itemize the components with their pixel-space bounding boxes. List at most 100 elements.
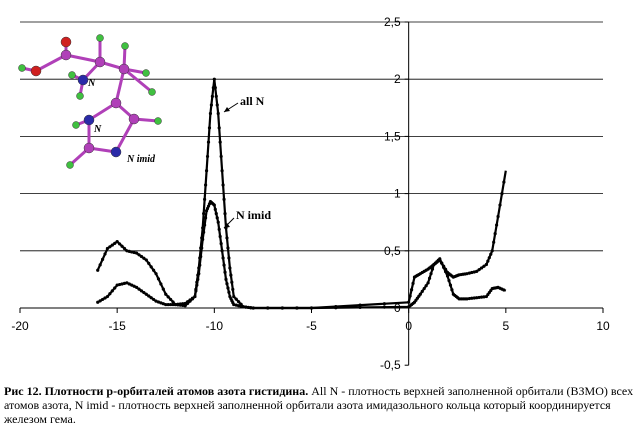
data-point [135,251,139,255]
data-point [122,281,127,286]
data-point [334,306,338,310]
atom [72,121,80,129]
data-point [382,302,386,306]
atom [154,117,162,125]
data-point [472,270,476,274]
data-point [229,273,233,277]
atom [110,97,122,109]
series-line [97,199,507,310]
data-point [280,306,284,310]
data-point [493,232,497,236]
atom [77,74,89,86]
data-point [130,283,134,287]
data-point [144,292,148,296]
data-point [212,77,216,81]
data-point [103,252,107,256]
data-point [492,240,496,244]
data-point [465,297,469,301]
data-point [234,297,238,301]
data-point [125,281,129,285]
chart: -20 -15 -10 -5 0 5 10-0,500,511,522,5 all NN i… [11,15,610,372]
data-point [195,283,199,287]
data-point [100,297,105,302]
data-point [197,272,201,276]
annotations: all N N imid [223,94,271,229]
data-point [142,290,146,295]
data-point [420,289,424,294]
data-point [171,302,175,307]
data-point [426,281,430,285]
data-point [487,256,491,260]
data-point [430,267,435,271]
data-point [96,268,100,272]
data-point [120,282,124,286]
bond [35,53,67,73]
x-tick-label: -5 [306,319,317,333]
data-point [438,257,442,261]
atom [83,114,95,126]
data-point [230,280,234,284]
x-tick-label: 10 [596,319,610,333]
data-point [422,286,426,291]
data-point [156,300,161,304]
data-point [450,288,454,292]
data-point [164,292,168,296]
atom [30,65,42,77]
y-tick-label: 1 [394,187,401,201]
data-point [215,216,219,220]
data-point [447,278,451,283]
figure-caption: Рис 12. Плотности p-орбиталей атомов азо… [4,384,640,426]
data-point [208,111,213,116]
data-point [113,241,117,245]
data-point [225,236,229,240]
data-point [489,252,493,256]
data-point [117,242,122,246]
data-point [207,126,212,130]
data-point [223,270,227,274]
data-point [147,294,151,298]
data-point [225,282,229,286]
data-point [445,274,450,278]
data-point [212,203,216,207]
bond [65,53,101,64]
data-point [117,282,122,287]
data-point [495,223,499,227]
data-point [237,304,241,308]
data-point [152,268,156,272]
atom [76,92,84,100]
data-point [113,286,117,290]
bond [123,67,153,94]
data-point [159,282,163,286]
atom [142,69,150,77]
data-point [216,111,220,116]
data-point [424,284,428,288]
data-point [198,263,202,267]
arrow-head [224,223,230,228]
data-point [226,246,230,250]
data-point [500,192,504,196]
data-point [502,288,506,292]
atom [110,146,122,158]
data-point [169,297,173,302]
data-point [214,212,218,216]
data-point [202,230,206,234]
data-point [204,169,209,173]
data-point [443,270,448,274]
data-point [498,203,502,207]
data-point [130,250,134,254]
data-point [110,243,114,247]
data-point [467,271,471,275]
data-point [231,287,235,292]
annotation-n-imid: N imid [236,208,271,222]
data-point [161,302,165,306]
data-point [214,94,218,98]
data-point [176,302,180,306]
data-point [408,294,412,298]
data-point [186,300,190,304]
data-point [409,288,414,292]
data-point [210,94,214,98]
atom [118,63,130,75]
data-point [142,256,146,260]
data-point [205,154,210,159]
data-point [132,250,136,255]
